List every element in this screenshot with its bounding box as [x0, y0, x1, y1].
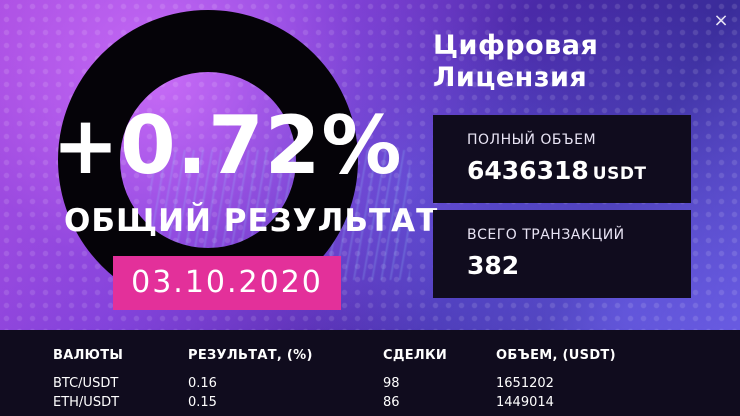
- table-cell-volume: 1651202: [496, 376, 554, 391]
- table-cell-result: 0.16: [188, 376, 217, 391]
- total-transactions-number: 382: [467, 251, 520, 280]
- total-volume-unit: USDT: [592, 164, 647, 184]
- table-header-currency: ВАЛЮТЫ: [53, 348, 124, 363]
- table-cell-pair: BTC/USDT: [53, 376, 119, 391]
- total-volume-card: ПОЛНЫЙ ОБЪЕМ 6436318 USDT: [433, 115, 691, 203]
- total-transactions-card: ВСЕГО ТРАНЗАКЦИЙ 382: [433, 210, 691, 298]
- table-cell-deals: 98: [383, 376, 400, 391]
- license-title: Цифровая Лицензия: [433, 30, 598, 94]
- license-title-line2: Лицензия: [433, 62, 588, 93]
- table-cell-deals: 86: [383, 395, 400, 410]
- license-title-line1: Цифровая: [433, 30, 599, 61]
- table-header-result: РЕЗУЛЬТАТ, (%): [188, 348, 313, 363]
- total-volume-number: 6436318: [467, 156, 589, 185]
- total-result-label: ОБЩИЙ РЕЗУЛЬТАТ: [64, 203, 439, 239]
- total-volume-label: ПОЛНЫЙ ОБЪЕМ: [467, 132, 597, 148]
- table-cell-volume: 1449014: [496, 395, 554, 410]
- table-header-deals: СДЕЛКИ: [383, 348, 448, 363]
- table-header-volume: ОБЪЕМ, (USDT): [496, 348, 616, 363]
- table-cell-result: 0.15: [188, 395, 217, 410]
- total-volume-value: 6436318 USDT: [467, 155, 647, 190]
- total-transactions-value: 382: [467, 250, 519, 282]
- date-badge: 03.10.2020: [113, 256, 341, 310]
- close-icon[interactable]: ×: [713, 10, 729, 31]
- currency-table: ВАЛЮТЫ РЕЗУЛЬТАТ, (%) СДЕЛКИ ОБЪЕМ, (USD…: [0, 330, 740, 416]
- total-transactions-label: ВСЕГО ТРАНЗАКЦИЙ: [467, 227, 625, 243]
- total-result-percent: +0.72%: [52, 99, 403, 192]
- date-text: 03.10.2020: [131, 265, 323, 300]
- table-cell-pair: ETH/USDT: [53, 395, 120, 410]
